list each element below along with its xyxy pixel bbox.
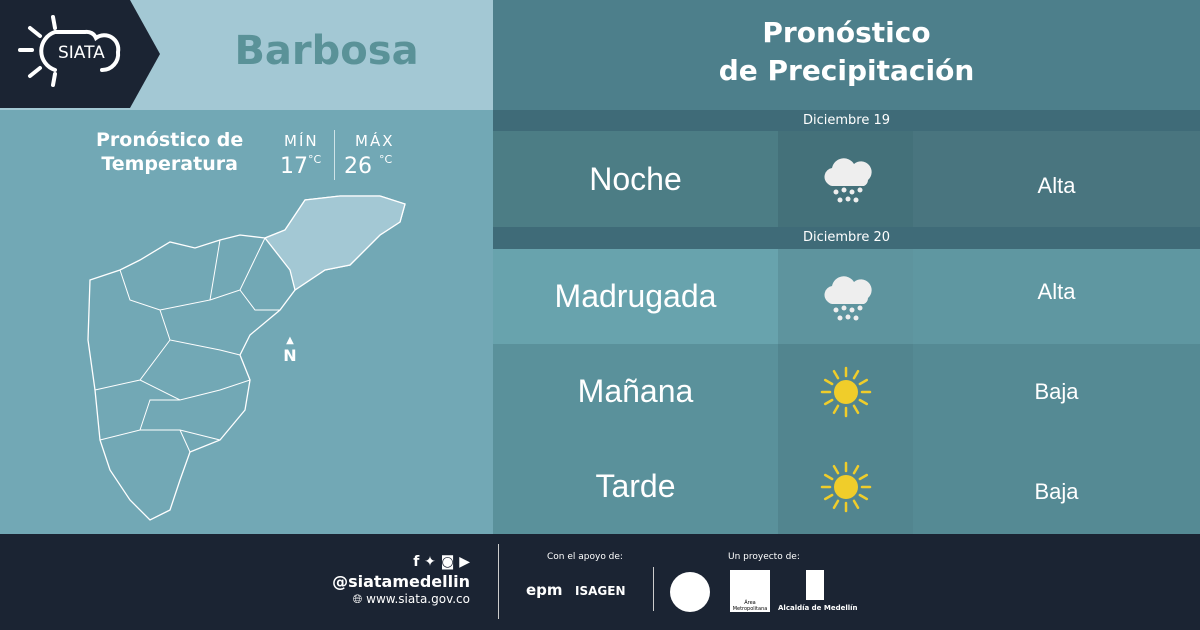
north-indicator: ▲ N [282,335,298,366]
rain-cloud-icon [778,249,913,344]
precipitation-level: Alta [913,131,1200,227]
alcaldia-label: Alcaldía de Medellín [778,604,858,612]
temperature-divider [334,130,335,180]
support-label: Con el apoyo de: [547,552,623,562]
precipitation-title-line2: de Precipitación [718,54,975,87]
date-label: Diciembre 20 [493,227,1200,249]
period-label: Noche [493,131,778,227]
siata-logo-icon: SIATA [18,15,121,87]
rain-cloud-icon [778,131,913,227]
min-label: MÍN [284,132,319,150]
globe-icon: 🌐︎ [352,592,367,606]
project-label: Un proyecto de: [728,552,800,562]
forecast-row: Tarde Baja [493,439,1200,534]
temperature-title-line1: Pronóstico de [96,129,244,151]
precipitation-level: Baja [913,439,1200,534]
forecast-row: Noche Alta [493,131,1200,227]
temperature-title: Pronóstico de Temperatura [96,128,243,176]
max-temperature: 26 °C [344,153,393,179]
town-name: Barbosa [234,28,419,74]
precipitation-title-line1: Pronóstico [762,16,931,49]
sun-icon [778,439,913,534]
date-label: Diciembre 19 [493,110,1200,131]
temperature-panel [0,110,493,534]
precipitation-title: Pronóstico de Precipitación [493,14,1200,90]
precipitation-level: Baja [913,344,1200,439]
temperature-title-line2: Temperatura [101,153,238,175]
social-icons[interactable]: f ✦ ◙ ▶ [413,554,470,570]
epm-logo: epm [526,581,563,599]
svg-text:SIATA: SIATA [58,43,105,63]
footer-divider [653,567,654,611]
footer: f ✦ ◙ ▶ @siatamedellin 🌐︎ www.siata.gov.… [0,534,1200,630]
north-arrow-icon: ▲ [286,335,294,346]
forecast-row: Madrugada Alta [493,249,1200,344]
forecast-row: Mañana Baja [493,344,1200,439]
period-label: Madrugada [493,249,778,344]
max-label: MÁX [355,132,395,150]
footer-divider [498,544,499,619]
period-label: Mañana [493,344,778,439]
precipitation-level: Alta [913,249,1200,344]
website-link[interactable]: 🌐︎ www.siata.gov.co [352,592,470,606]
antioquia-seal-logo [670,572,710,612]
isagen-logo: ISAGEN [575,584,626,598]
area-metropolitana-logo: Área Metropolitana [730,570,770,612]
north-label: N [283,346,297,365]
alcaldia-shield-logo [806,570,824,600]
min-temperature: 17°C [280,153,322,179]
sun-icon [778,344,913,439]
social-handle[interactable]: @siatamedellin [332,572,470,591]
period-label: Tarde [493,439,778,534]
siata-logo: SIATA [0,0,160,108]
municipality-map [87,195,406,521]
